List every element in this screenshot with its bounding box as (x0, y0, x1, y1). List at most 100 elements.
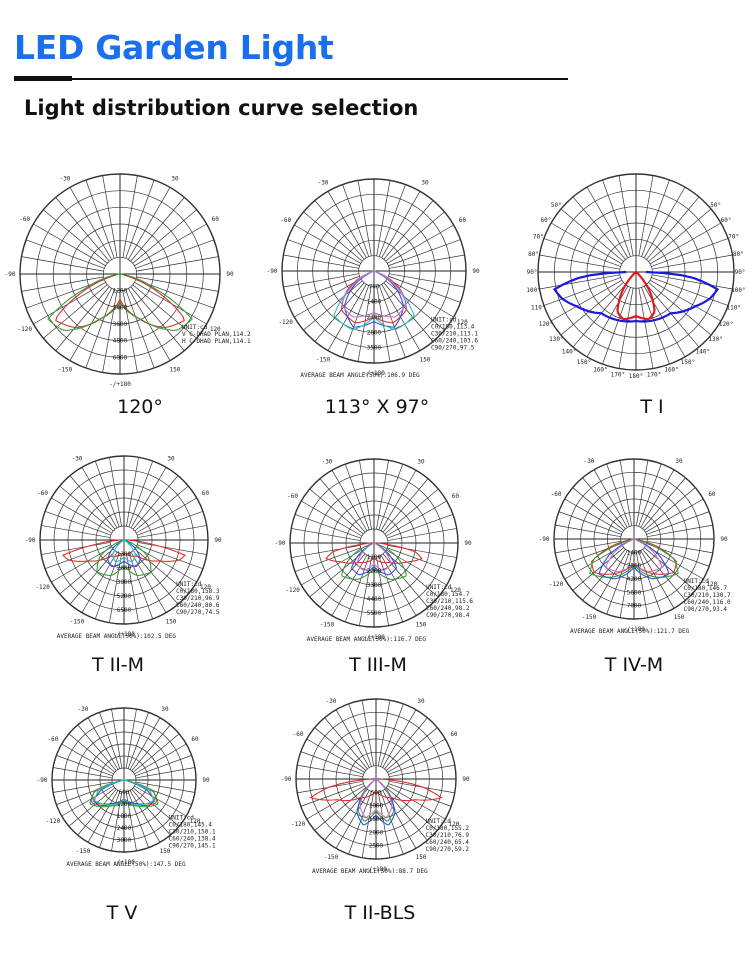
grid-spoke (638, 551, 662, 615)
angle-label: 150° (681, 359, 695, 366)
grid-spoke (647, 540, 713, 554)
ring-label: 2800 (367, 329, 382, 336)
grid-spoke (539, 274, 620, 290)
grid-spoke (314, 282, 365, 342)
legend-entry: C90/270,97.5 (431, 345, 475, 352)
grid-spoke (389, 273, 465, 288)
ring-label: 1200 (117, 801, 132, 808)
distribution-curve (605, 538, 663, 573)
ring-label: 6500 (117, 607, 132, 614)
grid-spoke (33, 223, 106, 266)
angle-label: 60° (541, 217, 552, 224)
grid-spoke (385, 727, 438, 771)
grid-spoke (560, 208, 624, 262)
grid-spoke (297, 764, 363, 778)
title-underline-thin (72, 78, 568, 80)
distribution-curve (89, 779, 159, 808)
grid-spoke (572, 547, 625, 591)
grid-spoke (388, 783, 452, 807)
grid-spoke (635, 552, 649, 618)
angle-label: -60 (48, 736, 59, 743)
angle-label: 90 (464, 540, 472, 547)
grid-spoke (384, 717, 428, 770)
angle-label: -120 (18, 326, 33, 333)
diagram-caption: T II-M (91, 654, 145, 676)
distribution-curve (309, 778, 443, 802)
grid-spoke (135, 767, 195, 779)
angle-label: 100° (731, 287, 745, 294)
ring-label: 1800 (117, 813, 132, 820)
grid-spoke (643, 186, 686, 259)
grid-spoke (102, 175, 118, 258)
ring-label: 1000 (369, 803, 384, 810)
ring-label: 1200 (113, 288, 128, 295)
angle-label: 60 (191, 736, 199, 743)
legend-entry: C90/270,74.5 (176, 609, 220, 616)
grid-spoke (619, 460, 633, 526)
angle-label: 70° (533, 233, 544, 240)
ring-label: 5200 (117, 593, 132, 600)
grid-spoke (642, 548, 686, 601)
grid-spoke (136, 276, 219, 292)
grid-spoke (303, 280, 363, 331)
angle-label: -150 (70, 618, 85, 625)
diagram-caption: T III-M (349, 654, 407, 676)
grid-spoke (25, 239, 105, 269)
angle-label: -60 (37, 490, 48, 497)
grid-spoke (327, 191, 367, 258)
grid-spoke (300, 751, 364, 775)
grid-spoke (335, 790, 370, 849)
grid-spoke (361, 700, 375, 766)
grid-spoke (381, 191, 421, 258)
beam-angle-label: AVERAGE BEAM ANGLE(50%):88.7 DEG (312, 868, 428, 875)
polar-grid (537, 173, 735, 371)
grid-spoke (385, 787, 438, 831)
grid-spoke (357, 180, 372, 256)
grid-spoke (130, 467, 167, 529)
grid-spoke (649, 279, 722, 322)
grid-spoke (283, 273, 359, 288)
grid-spoke (388, 275, 461, 303)
legend-entry: V C-DHAD PLAN,114.2 (182, 331, 251, 338)
angle-label: 120 (457, 319, 468, 326)
grid-spoke (572, 284, 626, 348)
grid-spoke (377, 792, 391, 858)
grid-spoke (383, 200, 434, 260)
distribution-curve (55, 273, 185, 329)
grid-spoke (640, 550, 675, 609)
legend-entry: C30/210,76.9 (426, 832, 470, 839)
angle-label: -90 (267, 268, 278, 275)
legend-entry: C60/240,116.0 (684, 599, 731, 606)
distribution-curve (341, 270, 407, 318)
grid-spoke (635, 460, 649, 526)
grid-spoke (125, 709, 137, 769)
grid-spoke (81, 551, 118, 613)
beam-angle-label: AVERAGE BEAM ANGLE(50%):106.9 DEG (300, 372, 420, 379)
grid-spoke (130, 551, 167, 613)
grid-spoke (648, 208, 712, 262)
angle-label: 110° (531, 305, 545, 312)
grid-spoke (619, 552, 633, 618)
ring-label: 2200 (367, 568, 382, 575)
angle-label: 30 (167, 456, 175, 463)
legend-entry: C60/240,98.2 (426, 605, 470, 612)
grid-spoke (294, 224, 361, 264)
grid-spoke (314, 200, 365, 260)
ring-label: 1100 (367, 554, 382, 561)
grid-spoke (43, 284, 108, 339)
grid-spoke (135, 755, 192, 777)
angle-label: 170° (647, 371, 661, 378)
polar-grid (281, 178, 467, 364)
ring-label: 4400 (367, 596, 382, 603)
diagram-caption: 120° (117, 396, 163, 418)
grid-spoke (560, 282, 624, 336)
distribution-curve (356, 542, 392, 572)
angle-label: -150 (58, 366, 73, 373)
grid-spoke (586, 186, 629, 259)
angle-label: 100° (526, 287, 540, 294)
grid-spoke (59, 548, 114, 595)
polar-grid (289, 458, 459, 628)
grid-spoke (638, 463, 662, 527)
angle-label: 160° (593, 367, 607, 374)
